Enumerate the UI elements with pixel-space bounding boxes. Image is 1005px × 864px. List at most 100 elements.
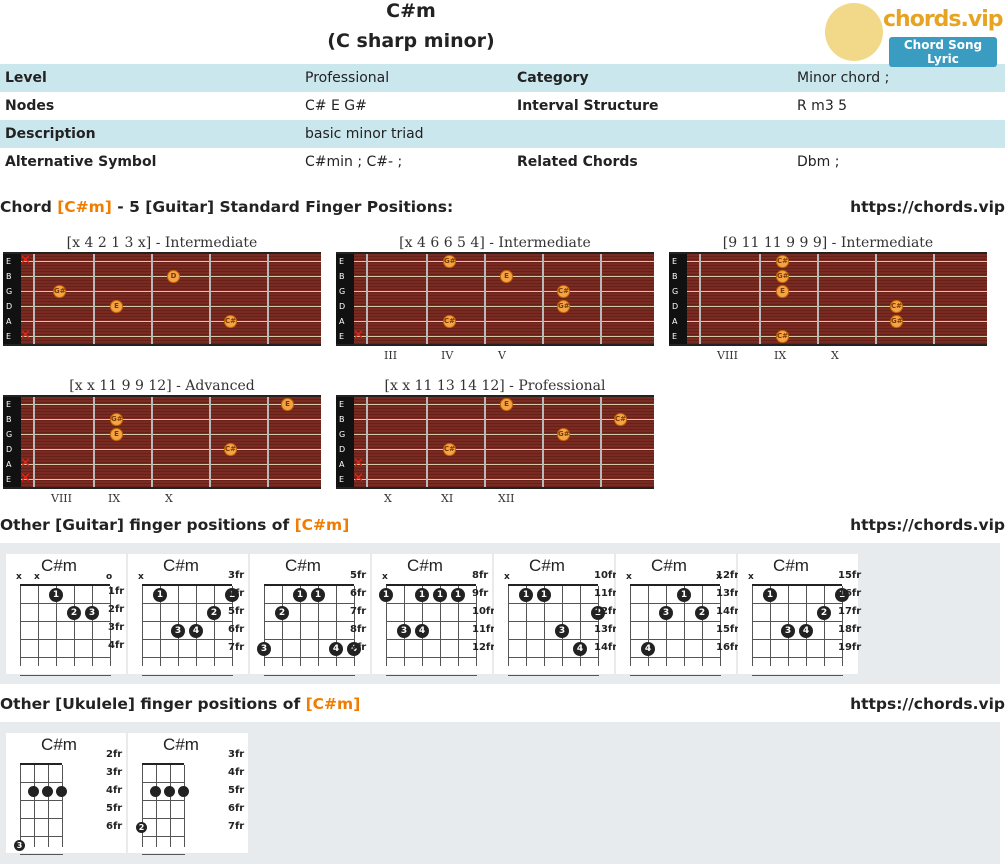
guitar-chord-card[interactable]: C#m 2 1 1 3 4 4 5fr 6fr 7fr 8fr 9fr [250, 554, 370, 676]
finger-dot: 1 [225, 588, 239, 602]
grid-string [170, 765, 171, 847]
grid-string [648, 586, 649, 666]
grid-string [20, 765, 21, 847]
string-name: A [6, 317, 12, 326]
fret-line [426, 254, 428, 344]
grid-fret [264, 657, 355, 658]
finger-dot [56, 786, 67, 797]
grid-string [282, 586, 283, 666]
guitar-chord-card[interactable]: C#m 1 2 3 x x o 1fr 2fr 3fr 4fr [6, 554, 126, 676]
section-guitar-positions: Other [Guitar] finger positions of [C#m]… [0, 516, 1005, 534]
fretboard-diagram: [x 4 2 1 3 x] - Intermediate E B G D A E ✕ ✕ D G# E… [3, 234, 321, 346]
finger-dot: 1 [293, 588, 307, 602]
fret-label: 4fr [108, 640, 125, 651]
guitar-chord-card[interactable]: C#m 1 1 1 1 3 4 x 8fr 9fr 10fr 11fr 12fr [372, 554, 496, 676]
finger-dot: 1 [537, 588, 551, 602]
string-name: D [6, 302, 13, 311]
finger-dot: 2 [207, 606, 221, 620]
fret-line [542, 254, 544, 344]
grid-fret [20, 675, 111, 676]
grid-fret [752, 603, 843, 604]
fret-label: 2fr [106, 749, 123, 760]
related-value[interactable]: Dbm ; [797, 154, 840, 170]
finger-dot [150, 786, 161, 797]
grid-fret [264, 621, 355, 622]
site-url-link[interactable]: https://chords.vip [850, 516, 1005, 534]
finger-dot: 1 [763, 588, 777, 602]
finger-dot: E [500, 270, 513, 283]
fret-label: 6fr [228, 803, 245, 814]
string-name: D [339, 302, 346, 311]
grid-fret [142, 639, 233, 640]
finger-dot: C# [776, 255, 789, 268]
guitar-chord-card[interactable]: C#m 1 3 2 4 x x 12fr 13fr 14fr 15fr 16fr [616, 554, 740, 676]
fret-label: 7fr [228, 642, 245, 653]
fretboard-caption: [9 11 11 9 9 9] - Intermediate [722, 235, 934, 251]
string-mark-icon: x [716, 572, 722, 582]
string-name: E [339, 257, 345, 266]
guitar-chord-card[interactable]: C#m 1 1 2 3 4 x 10fr 11fr 12fr 13fr 14fr [494, 554, 617, 676]
fret-label: 16fr [716, 642, 740, 653]
grid-string [300, 586, 301, 666]
string-mark-icon: x [626, 572, 632, 582]
chord-highlight: [C#m] [57, 198, 112, 216]
grid-fret [752, 639, 843, 640]
site-url-link[interactable]: https://chords.vip [850, 695, 1005, 713]
grid-fret [142, 854, 185, 855]
guitar-chord-card[interactable]: C#m 1 2 3 4 1 x 15fr 16fr 17fr 18fr 19fr [738, 554, 861, 676]
finger-dot: 3 [781, 624, 795, 638]
guitar-chord-card[interactable]: C#m 1 2 3 4 1 x 3fr 4fr 5fr 6fr 7fr [128, 554, 248, 676]
finger-dot: C# [443, 315, 456, 328]
section-standard-positions: Chord [C#m] - 5 [Guitar] Standard Finger… [0, 198, 1005, 216]
fret-label: 11fr [472, 624, 496, 635]
string-line [354, 321, 654, 322]
site-logo[interactable]: chords.vip Chord Song Lyric [825, 3, 1003, 67]
mute-mark-icon: ✕ [20, 328, 31, 343]
grid-string [160, 586, 161, 666]
grid-fret [142, 818, 185, 819]
finger-dot: 1 [451, 588, 465, 602]
grid-string [318, 586, 319, 666]
fretboard-caption: [x 4 6 6 5 4] - Intermediate [399, 235, 591, 251]
section-text: - 5 [Guitar] Standard Finger Positions: [111, 198, 454, 216]
finger-dot: 3 [257, 642, 271, 656]
page-subtitle: (C sharp minor) [327, 30, 495, 52]
finger-dot: G# [110, 413, 123, 426]
grid-string [56, 586, 57, 666]
fret-line [699, 254, 701, 344]
mute-mark-icon: ✕ [353, 471, 364, 486]
fret-label: 3fr [106, 767, 123, 778]
fretboard: E B G D A E ✕ ✕ E G# E C# [3, 395, 321, 489]
grid-fret [142, 657, 233, 658]
mute-mark-icon: ✕ [353, 456, 364, 471]
string-name: D [339, 445, 346, 454]
grid-fret [20, 657, 111, 658]
grid-string [598, 586, 599, 666]
string-line [687, 306, 987, 307]
site-url-link[interactable]: https://chords.vip [850, 198, 1005, 216]
fret-line [542, 397, 544, 487]
mute-mark-icon: ✕ [20, 456, 31, 471]
grid-fret [386, 603, 477, 604]
finger-dot: C# [443, 443, 456, 456]
fret-roman-numeral: IX [108, 492, 121, 505]
string-name: A [339, 317, 345, 326]
interval-label: Interval Structure [517, 98, 659, 114]
finger-dot: G# [557, 428, 570, 441]
ukulele-chord-card[interactable]: C#m 3 2fr 3fr 4fr 5fr 6fr [6, 733, 126, 855]
grid-string [142, 586, 143, 666]
fret-line [33, 254, 35, 344]
string-name: B [672, 272, 678, 281]
ukulele-chord-card[interactable]: C#m 2 3fr 4fr 5fr 6fr 7fr [128, 733, 248, 855]
fret-label: 6fr [350, 588, 367, 599]
fret-line [600, 397, 602, 487]
string-line [354, 449, 654, 450]
string-name: E [6, 257, 12, 266]
section-text: Other [Guitar] finger positions of [0, 516, 295, 534]
logo-tagline: Chord Song Lyric [889, 37, 997, 67]
fret-roman-numeral: X [384, 492, 392, 505]
fret-line [93, 254, 95, 344]
